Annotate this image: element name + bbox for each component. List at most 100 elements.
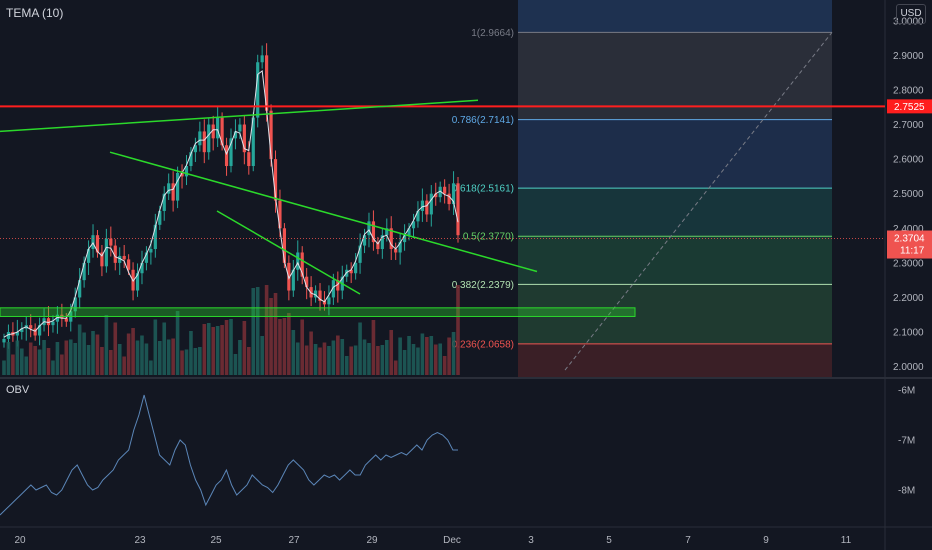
candle-body	[327, 297, 331, 305]
volume-bar	[171, 338, 175, 375]
candle-body	[367, 221, 371, 236]
candle-body	[211, 124, 215, 139]
tema-line	[3, 69, 459, 338]
fib-zone-bottom	[518, 343, 832, 377]
candle-body	[273, 159, 278, 201]
volume-bar	[149, 360, 153, 375]
obv-legend[interactable]: OBV	[6, 384, 30, 396]
fib-zone	[518, 188, 832, 237]
volume-bar	[68, 339, 73, 375]
volume-bar	[344, 356, 349, 375]
volume-bar	[95, 334, 100, 375]
obv-axis-tick: -7M	[898, 436, 915, 447]
volume-bar	[251, 288, 256, 375]
candle-body	[420, 200, 424, 211]
volume-bar	[247, 347, 251, 375]
candle-body	[55, 314, 60, 322]
candle-body	[95, 235, 100, 253]
fib-zone	[518, 236, 832, 285]
volume-bar	[135, 340, 140, 375]
volume-bar	[86, 345, 91, 375]
candle-body	[278, 200, 282, 229]
volume-bar	[384, 340, 389, 375]
candle-body	[15, 332, 19, 336]
volume-bar	[278, 319, 282, 375]
price-axis-tick: 2.6000	[893, 155, 924, 166]
candle-body	[127, 259, 131, 270]
candle-body	[407, 228, 411, 236]
candle-body	[207, 124, 211, 153]
candle-body	[251, 117, 255, 167]
volume-bar	[273, 293, 278, 375]
price-axis-tick: 2.5000	[893, 189, 924, 200]
volume-bar	[411, 344, 416, 375]
volume-bar	[140, 335, 144, 375]
volume-bar	[73, 343, 78, 375]
volume-bar	[451, 332, 456, 375]
candle-body	[451, 183, 456, 205]
candle-body	[434, 193, 438, 198]
candle-body	[322, 300, 327, 305]
current-price-badge	[887, 230, 932, 259]
candle-body	[162, 193, 166, 211]
volume-bar	[28, 342, 33, 375]
volume-bar	[215, 326, 220, 375]
countdown-text: 11:17	[900, 246, 925, 257]
fib-zone	[518, 32, 832, 120]
currency-badge[interactable]: USD	[896, 4, 926, 24]
candle-body	[78, 280, 82, 298]
volume-bar	[82, 332, 86, 375]
price-axis-tick: 2.9000	[893, 51, 924, 62]
volume-bar	[291, 330, 296, 375]
volume-bar	[175, 311, 180, 375]
volume-bar	[269, 298, 273, 375]
indicator-legend[interactable]: TEMA (10)	[6, 6, 64, 20]
candle-body	[443, 186, 447, 194]
candle-body	[447, 193, 451, 205]
candle-body	[402, 235, 407, 243]
candle-body	[6, 332, 11, 339]
price-axis-tick: 3.0000	[893, 16, 924, 27]
volume-bar	[224, 320, 229, 375]
candle-body	[425, 200, 429, 215]
candle-body	[198, 131, 202, 146]
volume-bar	[260, 336, 264, 375]
fib-zone	[518, 284, 832, 344]
time-axis-tick: 20	[14, 535, 26, 546]
candle-body	[38, 325, 42, 336]
candle-body	[2, 338, 6, 343]
trendline-descending	[109, 151, 538, 273]
volume-bar	[336, 335, 340, 375]
candle-body	[175, 172, 180, 201]
time-axis-tick: Dec	[443, 535, 461, 546]
volume-bar	[37, 349, 42, 375]
volume-bar	[91, 331, 95, 375]
volume-bar	[242, 321, 247, 375]
volume-bar	[166, 339, 171, 375]
volume-bar	[109, 350, 113, 375]
price-axis-tick: 2.2000	[893, 293, 924, 304]
volume-bar	[229, 319, 233, 375]
volume-bar	[11, 354, 15, 375]
time-axis-tick: 5	[606, 535, 612, 546]
volume-bar	[233, 354, 238, 375]
candle-body	[91, 235, 95, 250]
volume-bar	[287, 313, 291, 375]
candle-body	[456, 183, 460, 236]
price-axis-tick: 2.1000	[893, 328, 924, 339]
price-axis-tick: 2.8000	[893, 85, 924, 96]
candle-body	[385, 228, 389, 236]
volume-bar	[442, 356, 447, 375]
time-axis-tick: 7	[685, 535, 691, 546]
candle-body	[149, 249, 153, 253]
candle-body	[362, 235, 367, 246]
volume-bar	[211, 327, 215, 375]
volume-bar	[353, 345, 358, 375]
candle-body	[349, 269, 353, 274]
candle-body	[358, 245, 362, 263]
volume-bar	[429, 336, 434, 375]
candle-body	[51, 321, 55, 326]
volume-bar	[371, 320, 376, 375]
volume-bar	[376, 346, 380, 375]
